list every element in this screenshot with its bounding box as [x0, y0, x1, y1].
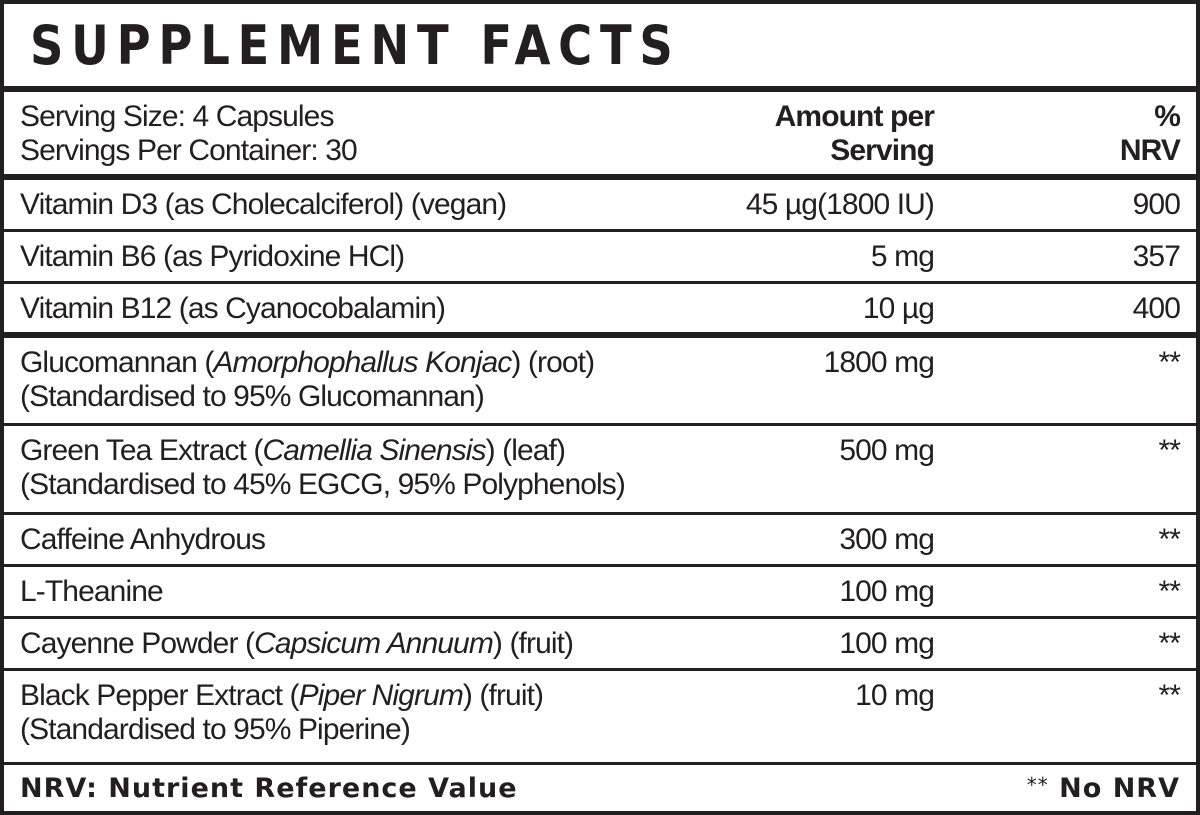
standardisation: (Standardised to 45% EGCG, 95% Polypheno…	[20, 468, 626, 501]
botanical-name: Capsicum Annuum	[254, 627, 494, 660]
table-row: Green Tea Extract (Camellia Sinensis) (l…	[4, 426, 1196, 515]
ingredient-nrv: **	[1158, 679, 1180, 712]
servings-per-container: Servings Per Container: 30	[20, 134, 358, 167]
ingredient-amount: 100 mg	[839, 575, 935, 608]
footnote-stars: **	[1026, 773, 1049, 797]
ingredient-nrv: **	[1158, 575, 1180, 608]
table-row: Vitamin D3 (as Cholecalciferol) (vegan) …	[4, 180, 1196, 232]
ingredient-name: Glucomannan (Amorphophallus Konjac) (roo…	[20, 346, 595, 414]
label-title: SUPPLEMENT FACTS	[30, 14, 681, 77]
botanical-name: Amorphophallus Konjac	[213, 346, 512, 379]
standardisation: (Standardised to 95% Piperine)	[20, 713, 411, 746]
ingredient-amount: 1800 mg	[823, 346, 935, 379]
ingredient-name: Vitamin B6 (as Pyridoxine HCl)	[20, 240, 405, 273]
name-text: Cayenne Powder (	[20, 627, 255, 660]
nrv-column-header: % NRV	[1119, 100, 1181, 168]
ingredient-name: Vitamin D3 (as Cholecalciferol) (vegan)	[20, 188, 507, 221]
nrv-header-line2: NRV	[1119, 134, 1181, 167]
ingredient-name: Green Tea Extract (Camellia Sinensis) (l…	[20, 434, 626, 502]
name-text: Green Tea Extract (	[20, 434, 263, 467]
ingredient-amount: 300 mg	[839, 523, 935, 556]
ingredient-nrv: **	[1158, 523, 1180, 556]
ingredient-nrv: 357	[1132, 240, 1181, 273]
ingredient-name: Black Pepper Extract (Piper Nigrum) (fru…	[20, 679, 544, 747]
ingredient-nrv: 900	[1132, 188, 1181, 221]
ingredient-name: Vitamin B12 (as Cyanocobalamin)	[20, 292, 446, 325]
ingredient-nrv: **	[1158, 627, 1180, 660]
name-text: ) (fruit)	[492, 627, 574, 660]
serving-header: Serving Size: 4 Capsules Servings Per Co…	[4, 92, 1196, 180]
ingredient-nrv: **	[1158, 346, 1180, 379]
ingredient-amount: 5 mg	[870, 240, 935, 273]
ingredient-amount: 45 µg(1800 IU)	[745, 188, 935, 221]
botanical-name: Camellia Sinensis	[262, 434, 486, 467]
ingredient-amount: 10 µg	[862, 292, 935, 325]
amount-header-line2: Serving	[830, 134, 935, 167]
nrv-definition: NRV: Nutrient Reference Value	[20, 773, 518, 804]
ingredient-nrv: 400	[1132, 292, 1181, 325]
table-row: Cayenne Powder (Capsicum Annuum) (fruit)…	[4, 619, 1196, 671]
ingredient-name: Cayenne Powder (Capsicum Annuum) (fruit)	[20, 627, 574, 661]
serving-size: Serving Size: 4 Capsules	[20, 100, 334, 133]
ingredient-name: L-Theanine	[20, 575, 164, 608]
table-row: Glucomannan (Amorphophallus Konjac) (roo…	[4, 338, 1196, 426]
table-row: Black Pepper Extract (Piper Nigrum) (fru…	[4, 671, 1196, 765]
ingredient-amount: 10 mg	[855, 679, 935, 712]
footer: NRV: Nutrient Reference Value ** No NRV	[4, 765, 1196, 814]
no-nrv-text: No NRV	[1059, 773, 1180, 804]
table-row: Caffeine Anhydrous 300 mg **	[4, 515, 1196, 567]
name-text: ) (fruit)	[462, 679, 544, 712]
nrv-header-line1: %	[1154, 100, 1181, 133]
name-text: ) (leaf)	[485, 434, 566, 467]
ingredient-amount: 500 mg	[839, 434, 935, 467]
title-bar: SUPPLEMENT FACTS	[4, 4, 1196, 92]
serving-info: Serving Size: 4 Capsules Servings Per Co…	[20, 100, 358, 168]
ingredient-nrv: **	[1158, 434, 1180, 467]
no-nrv-note: ** No NRV	[1027, 773, 1180, 804]
standardisation: (Standardised to 95% Glucomannan)	[20, 380, 485, 413]
ingredient-name: Caffeine Anhydrous	[20, 523, 266, 556]
table-row: L-Theanine 100 mg **	[4, 567, 1196, 619]
amount-column-header: Amount per Serving	[774, 100, 935, 168]
table-row: Vitamin B6 (as Pyridoxine HCl) 5 mg 357	[4, 232, 1196, 284]
name-text: Glucomannan (	[20, 346, 214, 379]
table-row: Vitamin B12 (as Cyanocobalamin) 10 µg 40…	[4, 284, 1196, 338]
amount-header-line1: Amount per	[774, 100, 935, 133]
name-text: ) (root)	[511, 346, 595, 379]
botanical-name: Piper Nigrum	[298, 679, 464, 712]
name-text: Black Pepper Extract (	[20, 679, 300, 712]
ingredient-amount: 100 mg	[839, 627, 935, 660]
